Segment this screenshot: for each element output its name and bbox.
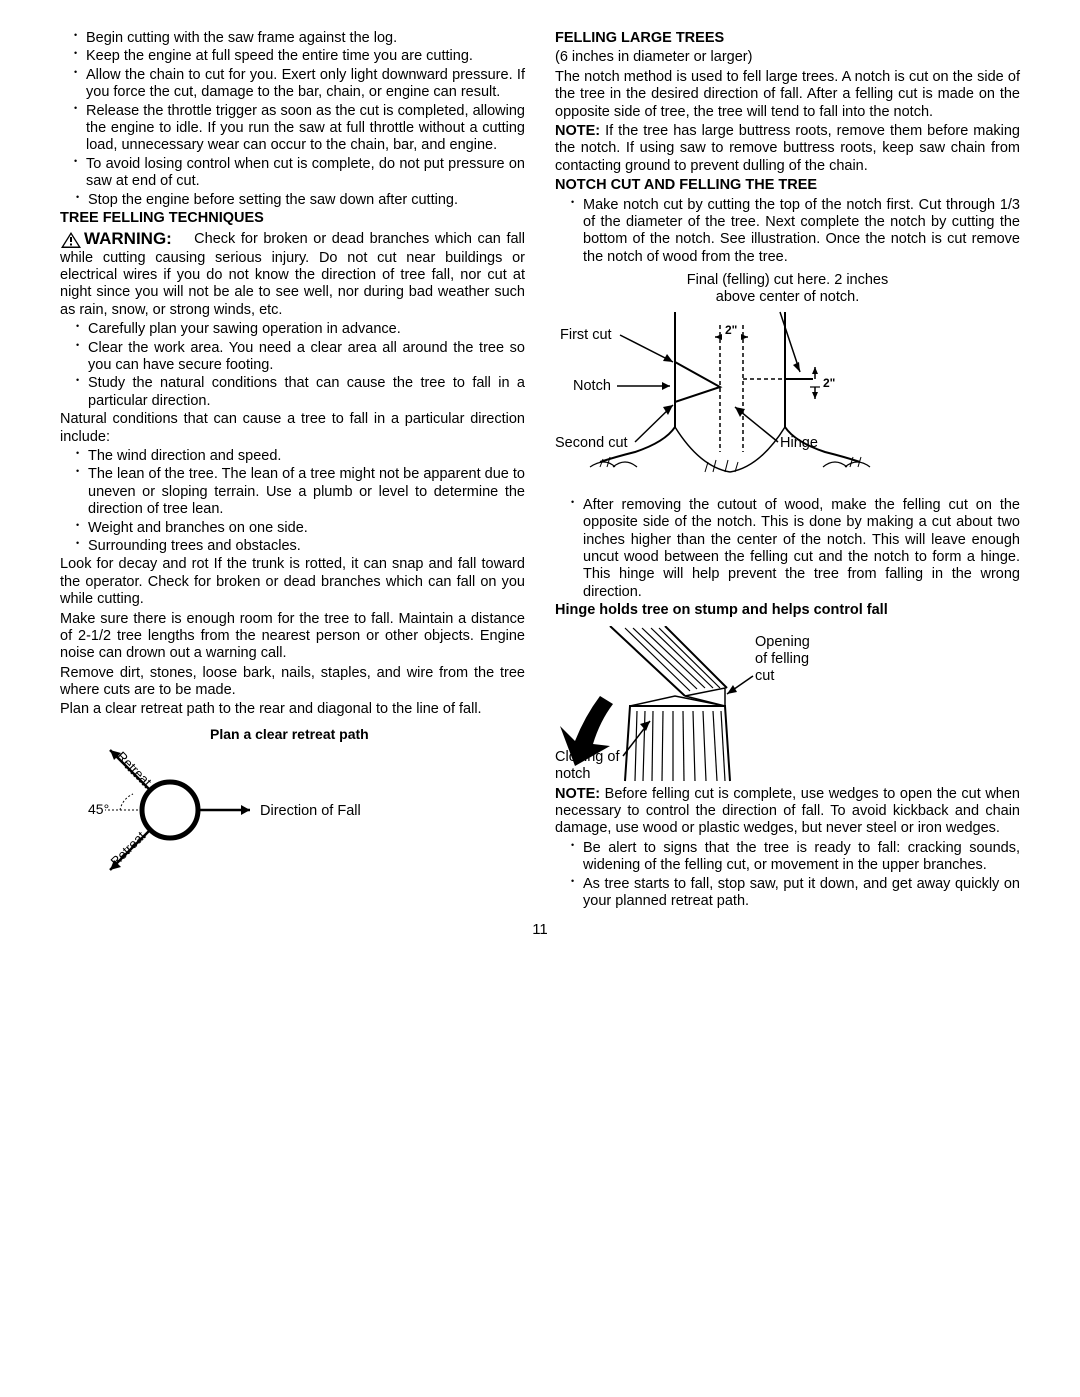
bullet-list-2: Carefully plan your sawing operation in … <box>60 321 525 410</box>
p-decay: Look for decay and rot If the trunk is r… <box>60 556 525 608</box>
warning-icon <box>60 231 82 249</box>
bullet-list-stop: Stop the engine before setting the saw d… <box>60 192 525 209</box>
list-item: Carefully plan your sawing operation in … <box>76 321 525 338</box>
bullet-list-r3: Be alert to signs that the tree is ready… <box>555 840 1020 911</box>
fig2-caption2: above center of notch. <box>716 289 860 305</box>
note-1-body: If the tree has large buttress roots, re… <box>555 123 1020 174</box>
list-item: Clear the work area. You need a clear ar… <box>76 340 525 375</box>
fig3-opening-1: Opening <box>755 634 810 650</box>
list-item: Be alert to signs that the tree is ready… <box>571 840 1020 875</box>
list-item: To avoid losing control when cut is comp… <box>74 156 525 191</box>
page-number: 11 <box>0 921 1080 938</box>
fig2-two2: 2" <box>823 376 835 390</box>
fig1-retreat-2: Retreat <box>108 828 149 869</box>
fig2-second: Second cut <box>555 435 628 451</box>
p-dirt: Remove dirt, stones, loose bark, nails, … <box>60 665 525 700</box>
bullet-list-3: The wind direction and speed. The lean o… <box>60 448 525 555</box>
fig3-closing-1: Closing of <box>555 749 620 765</box>
list-item: Release the throttle trigger as soon as … <box>74 103 525 155</box>
bullet-list-r2: After removing the cutout of wood, make … <box>555 497 1020 601</box>
note-2: NOTE: Before felling cut is complete, us… <box>555 786 1020 838</box>
note-2-body: Before felling cut is complete, use wedg… <box>555 786 1020 837</box>
heading-felling-large: FELLING LARGE TREES <box>555 30 1020 47</box>
list-item: As tree starts to fall, stop saw, put it… <box>571 876 1020 911</box>
fig2-caption1: Final (felling) cut here. 2 inches <box>687 272 889 288</box>
fig3-opening-3: cut <box>755 668 774 684</box>
note-1: NOTE: If the tree has large buttress roo… <box>555 123 1020 175</box>
warning-paragraph: WARNING: Check for broken or dead branch… <box>60 229 525 319</box>
figure-retreat-path: Plan a clear retreat path Direction of F… <box>70 725 525 895</box>
hinge-holds: Hinge holds tree on stump and helps cont… <box>555 602 1020 619</box>
list-item: Begin cutting with the saw frame against… <box>74 30 525 47</box>
fig2-first: First cut <box>560 327 612 343</box>
fig3-opening-2: of felling <box>755 651 809 667</box>
warning-label: WARNING: <box>84 229 172 248</box>
heading-notch-cut: NOTCH CUT AND FELLING THE TREE <box>555 177 1020 194</box>
page: Begin cutting with the saw frame against… <box>0 0 1080 911</box>
figure-hinge: Opening of felling cut Closing of notch <box>555 626 1020 786</box>
natural-intro: Natural conditions that can cause a tree… <box>60 411 525 446</box>
heading-tree-felling: TREE FELLING TECHNIQUES <box>60 210 525 227</box>
list-item: Allow the chain to cut for you. Exert on… <box>74 67 525 102</box>
right-column: FELLING LARGE TREES (6 inches in diamete… <box>555 30 1020 911</box>
p-room: Make sure there is enough room for the t… <box>60 611 525 663</box>
fig3-closing-2: notch <box>555 766 590 782</box>
p-plan: Plan a clear retreat path to the rear an… <box>60 701 525 718</box>
list-item: The lean of the tree. The lean of a tree… <box>76 466 525 518</box>
list-item: After removing the cutout of wood, make … <box>571 497 1020 601</box>
fig1-angle: 45° <box>88 801 109 817</box>
bullet-list-r1: Make notch cut by cutting the top of the… <box>555 197 1020 267</box>
fig1-dir: Direction of Fall <box>260 803 361 819</box>
list-item: Weight and branches on one side. <box>76 520 525 537</box>
list-item: The wind direction and speed. <box>76 448 525 465</box>
left-column: Begin cutting with the saw frame against… <box>60 30 525 911</box>
note-label: NOTE: <box>555 786 600 802</box>
fig1-title: Plan a clear retreat path <box>210 726 369 742</box>
bullet-list-1: Begin cutting with the saw frame against… <box>60 30 525 191</box>
fig1-retreat-1: Retreat <box>114 748 155 789</box>
list-item: Make notch cut by cutting the top of the… <box>571 197 1020 267</box>
fig2-notch: Notch <box>573 378 611 394</box>
note-label: NOTE: <box>555 123 600 139</box>
sub-6in: (6 inches in diameter or larger) <box>555 49 1020 66</box>
list-item: Surrounding trees and obstacles. <box>76 538 525 555</box>
fig2-two1: 2" <box>725 323 737 337</box>
p-notch-method: The notch method is used to fell large t… <box>555 69 1020 121</box>
fig2-hinge: Hinge <box>780 435 818 451</box>
list-item: Stop the engine before setting the saw d… <box>76 192 525 209</box>
figure-notch-cut: Final (felling) cut here. 2 inches above… <box>555 272 1020 497</box>
list-item: Keep the engine at full speed the entire… <box>74 48 525 65</box>
list-item: Study the natural conditions that can ca… <box>76 375 525 410</box>
